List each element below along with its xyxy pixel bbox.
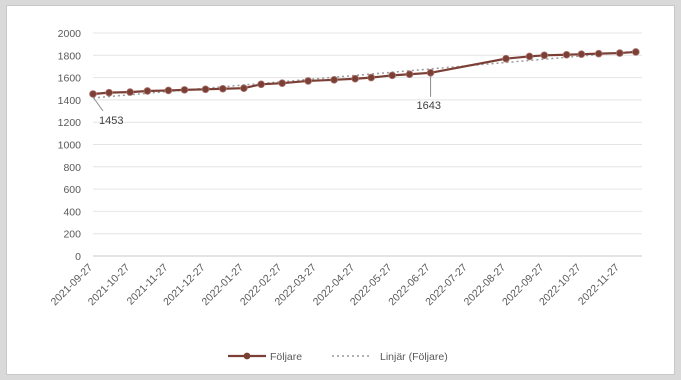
legend-label-trend: Linjär (Följare): [380, 351, 448, 363]
data-point: [180, 86, 189, 94]
data-point: [351, 74, 359, 83]
y-tick-label: 1600: [58, 73, 82, 85]
x-tick-label: 2022-11-27: [576, 262, 622, 308]
y-tick-label: 0: [75, 251, 81, 263]
series-line-foljare: [92, 50, 636, 96]
data-point: [240, 84, 248, 92]
data-point: [405, 70, 414, 79]
y-tick-label: 200: [63, 229, 81, 241]
data-point: [594, 49, 603, 58]
legend-label-foljare: Följare: [270, 351, 302, 363]
data-label: 1643: [417, 100, 441, 112]
y-tick-label: 600: [63, 184, 81, 196]
data-point: [426, 69, 435, 77]
data-point: [143, 87, 152, 95]
chart-frame: [6, 5, 675, 375]
data-point: [615, 49, 624, 57]
data-point: [89, 90, 97, 98]
data-point: [388, 71, 397, 80]
data-point: [304, 77, 312, 85]
data-point: [632, 48, 640, 56]
data-point: [540, 51, 549, 60]
y-tick-label: 1400: [58, 95, 82, 107]
annotation-leader: [92, 96, 104, 112]
data-point: [278, 79, 286, 87]
y-tick-label: 1800: [58, 50, 82, 62]
y-tick-label: 400: [63, 206, 81, 218]
y-tick-label: 1200: [58, 117, 82, 129]
legend-marker-foljare: [243, 352, 251, 360]
data-point: [201, 85, 210, 94]
y-tick-label: 1000: [58, 140, 82, 152]
data-point: [562, 50, 571, 59]
data-point: [502, 54, 510, 63]
y-tick-label: 800: [63, 162, 81, 174]
data-point: [126, 88, 134, 96]
data-point: [164, 86, 173, 95]
data-point: [525, 52, 534, 61]
data-label: 1453: [99, 115, 123, 127]
y-tick-label: 2000: [58, 28, 82, 40]
data-point: [105, 88, 113, 97]
data-point: [367, 73, 376, 82]
data-point: [330, 76, 338, 84]
data-point: [257, 80, 265, 89]
data-point: [219, 84, 227, 93]
data-point: [577, 50, 586, 58]
